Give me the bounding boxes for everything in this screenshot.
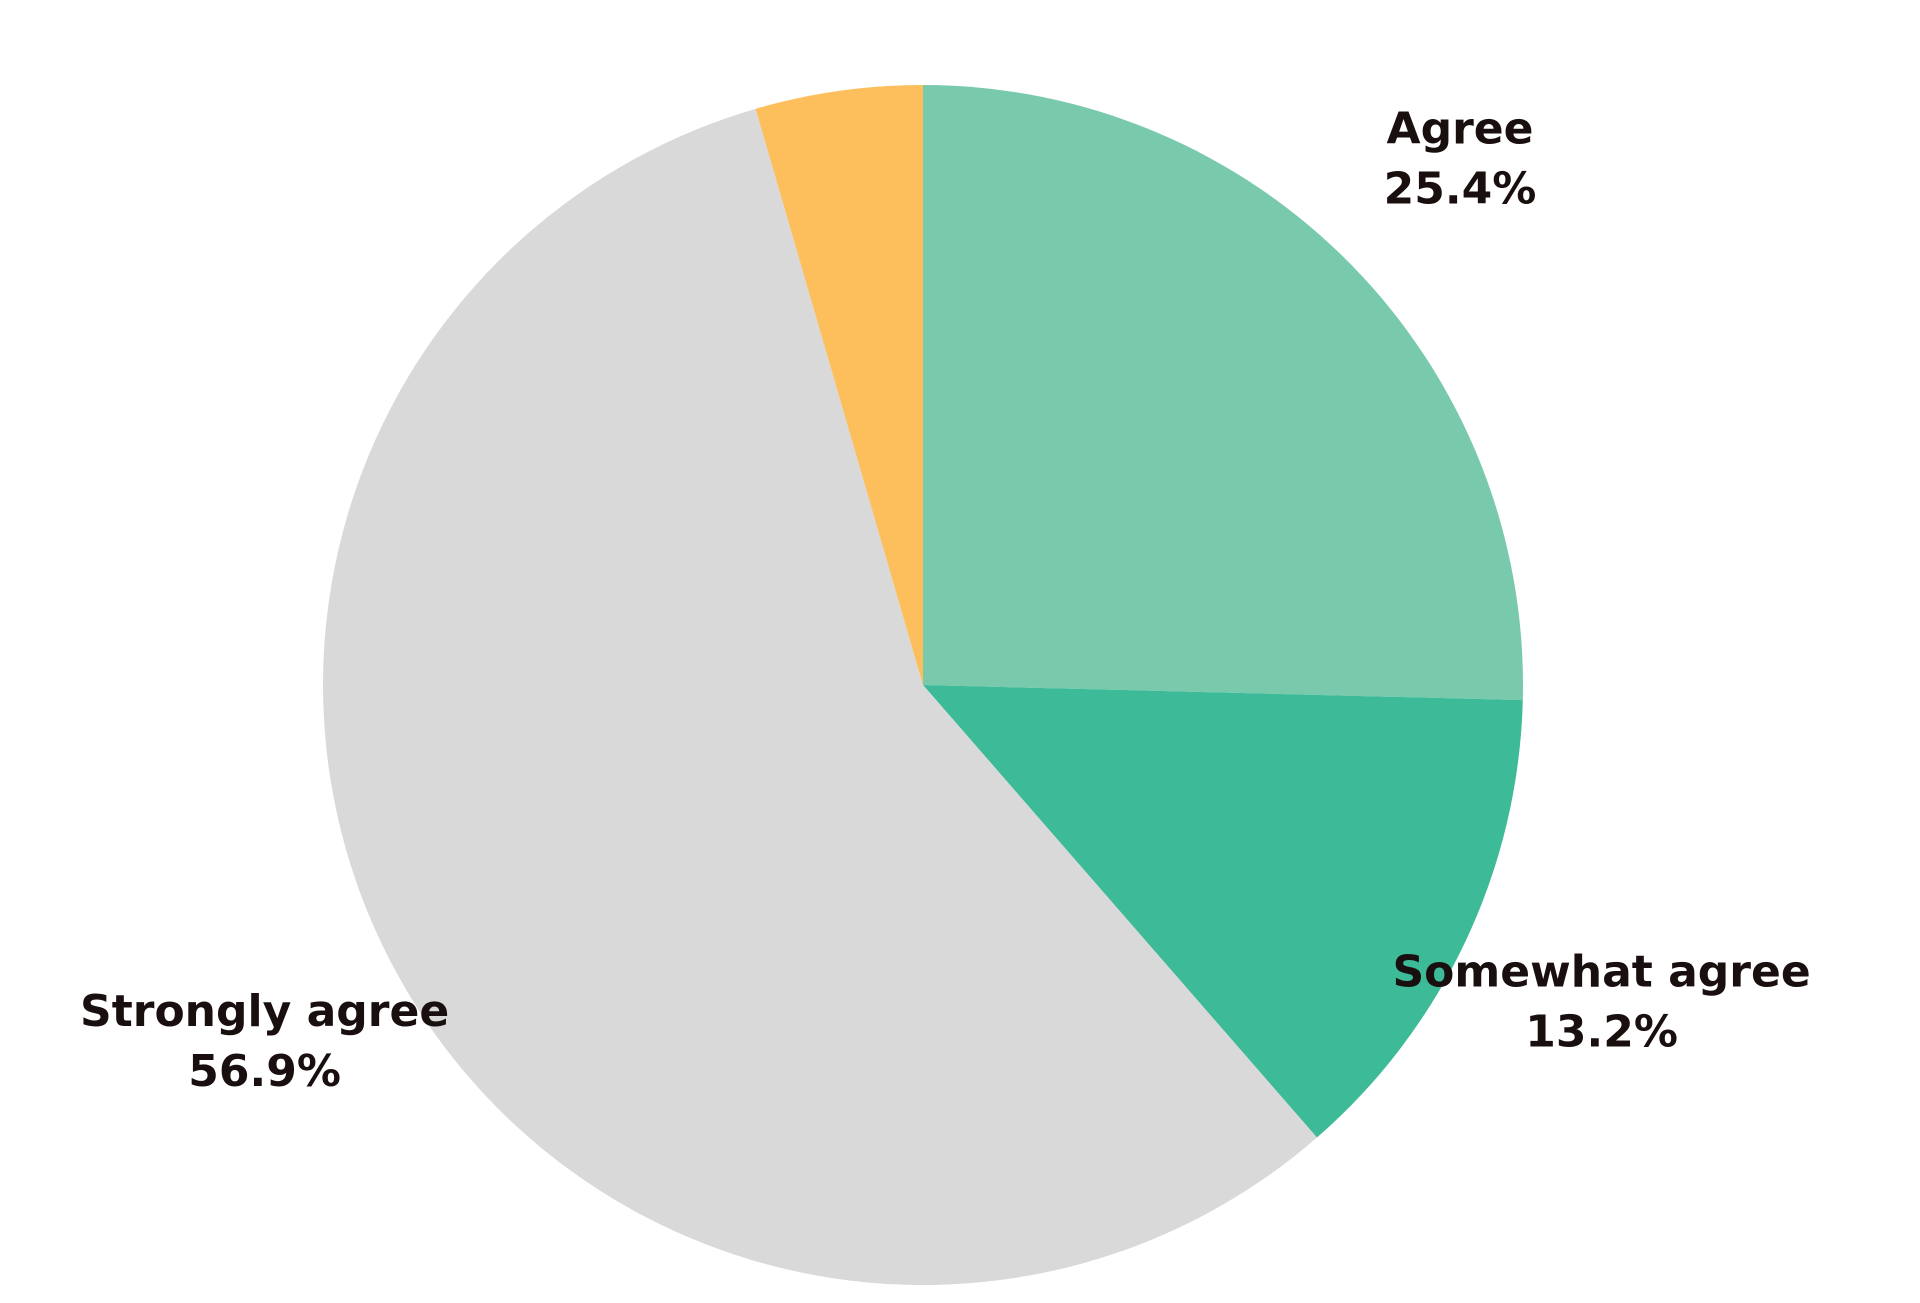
slice-value-label-agree: 25.4% (1384, 163, 1537, 214)
slice-name-label-agree: Agree (1387, 103, 1534, 154)
slice-value-label-strongly-agree: 56.9% (188, 1046, 341, 1097)
slice-name-label-strongly-agree: Strongly agree (80, 986, 449, 1037)
slice-name-label-somewhat-agree: Somewhat agree (1392, 946, 1810, 997)
pie-slices (323, 85, 1523, 1285)
slice-value-label-somewhat-agree: 13.2% (1525, 1006, 1678, 1057)
